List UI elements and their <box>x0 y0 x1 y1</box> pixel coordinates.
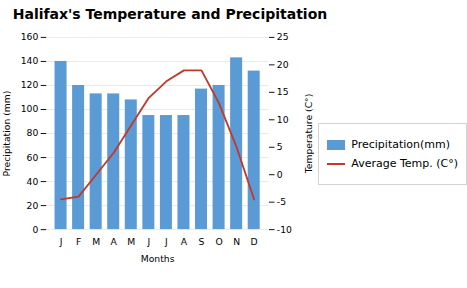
svg-text:100: 100 <box>21 103 39 114</box>
svg-text:S: S <box>199 236 205 247</box>
svg-text:120: 120 <box>21 79 39 90</box>
svg-text:160: 160 <box>21 31 39 42</box>
svg-text:5: 5 <box>277 141 283 152</box>
html-text:Average Temp. (C°): Average Temp. (C°) <box>351 157 458 170</box>
svg-text:A: A <box>181 236 188 247</box>
svg-text:0: 0 <box>277 169 283 180</box>
svg-text:F: F <box>76 236 81 247</box>
svg-text:Months: Months <box>141 253 175 264</box>
svg-text:15: 15 <box>277 86 289 97</box>
svg-text:N: N <box>233 236 240 247</box>
html-text:Halifax's Temperature and Prec: Halifax's Temperature and Precipitation <box>12 6 328 22</box>
svg-text:140: 140 <box>21 55 39 66</box>
svg-text:A: A <box>111 236 118 247</box>
svg-text:80: 80 <box>27 127 39 138</box>
svg-text:Precipitation (mm): Precipitation (mm) <box>1 91 12 177</box>
svg-text:0: 0 <box>32 224 38 235</box>
svg-text:Temperature (C°): Temperature (C°) <box>303 94 314 175</box>
svg-text:25: 25 <box>277 31 289 42</box>
svg-text:M: M <box>92 236 100 247</box>
svg-text:-5: -5 <box>277 196 286 207</box>
svg-text:10: 10 <box>277 114 289 125</box>
svg-text:-10: -10 <box>277 224 292 235</box>
svg-text:20: 20 <box>27 200 39 211</box>
svg-text:20: 20 <box>277 59 289 70</box>
html-text:Precipitation(mm): Precipitation(mm) <box>351 138 450 151</box>
svg-text:J: J <box>59 236 63 247</box>
svg-text:M: M <box>127 236 135 247</box>
svg-text:J: J <box>164 236 168 247</box>
svg-text:D: D <box>251 236 258 247</box>
svg-text:O: O <box>215 236 222 247</box>
svg-text:J: J <box>146 236 150 247</box>
svg-text:60: 60 <box>27 152 39 163</box>
svg-text:40: 40 <box>27 176 39 187</box>
